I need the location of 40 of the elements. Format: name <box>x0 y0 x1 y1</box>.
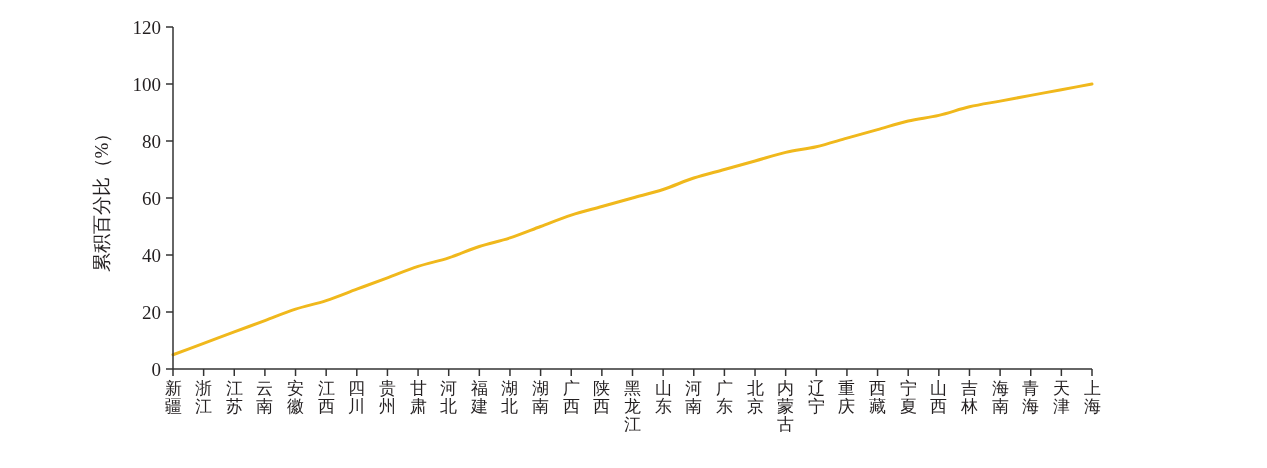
x-tick-label: 安徽 <box>287 379 305 416</box>
x-tick-label: 河北 <box>440 379 458 416</box>
x-tick-label: 甘肃 <box>409 379 427 416</box>
y-tick-label: 0 <box>151 358 161 380</box>
x-tick-label: 辽宁 <box>807 379 825 416</box>
x-tick-label: 四川 <box>348 379 366 416</box>
y-tick-label: 120 <box>132 16 161 38</box>
x-tick-label: 云南 <box>256 379 274 416</box>
x-tick-label: 天津 <box>1052 379 1070 416</box>
y-tick-label: 100 <box>132 73 161 95</box>
x-tick-label: 山东 <box>654 379 672 416</box>
x-tick-label: 河南 <box>685 379 703 416</box>
x-tick-label: 北京 <box>746 379 764 416</box>
x-tick-label: 湖北 <box>501 379 519 416</box>
x-tick-label: 浙江 <box>195 379 213 416</box>
x-tick-label: 广西 <box>562 379 580 416</box>
x-tick-label: 重庆 <box>838 379 856 416</box>
x-tick-label: 陕西 <box>593 379 611 416</box>
y-tick-label: 60 <box>142 187 161 209</box>
line-series <box>171 82 1094 357</box>
y-tick-label: 20 <box>142 301 161 323</box>
x-tick-label: 黑龙江 <box>624 379 641 434</box>
x-tick-label: 内蒙古 <box>777 379 795 434</box>
x-tick-label: 海南 <box>991 379 1009 416</box>
x-tick-label: 青海 <box>1022 379 1040 416</box>
y-axis-title: 累积百分比（%） <box>91 123 112 273</box>
y-tick-label: 80 <box>142 130 161 152</box>
x-tick-label: 吉林 <box>959 379 978 416</box>
y-tick-label: 40 <box>142 244 161 266</box>
x-tick-label: 贵州 <box>378 379 396 416</box>
x-tick-label: 宁夏 <box>899 379 917 416</box>
x-tick-label: 湖南 <box>532 379 550 416</box>
x-tick-label: 广东 <box>715 379 733 416</box>
x-tick-label: 江苏 <box>225 379 243 416</box>
x-tick-label: 福建 <box>469 379 488 416</box>
x-tick-label: 江西 <box>317 379 335 416</box>
x-tick-label: 新疆 <box>164 379 182 416</box>
x-tick-label: 上海 <box>1083 379 1101 416</box>
x-tick-label: 西藏 <box>869 379 887 416</box>
x-tick-label: 山西 <box>930 379 948 416</box>
